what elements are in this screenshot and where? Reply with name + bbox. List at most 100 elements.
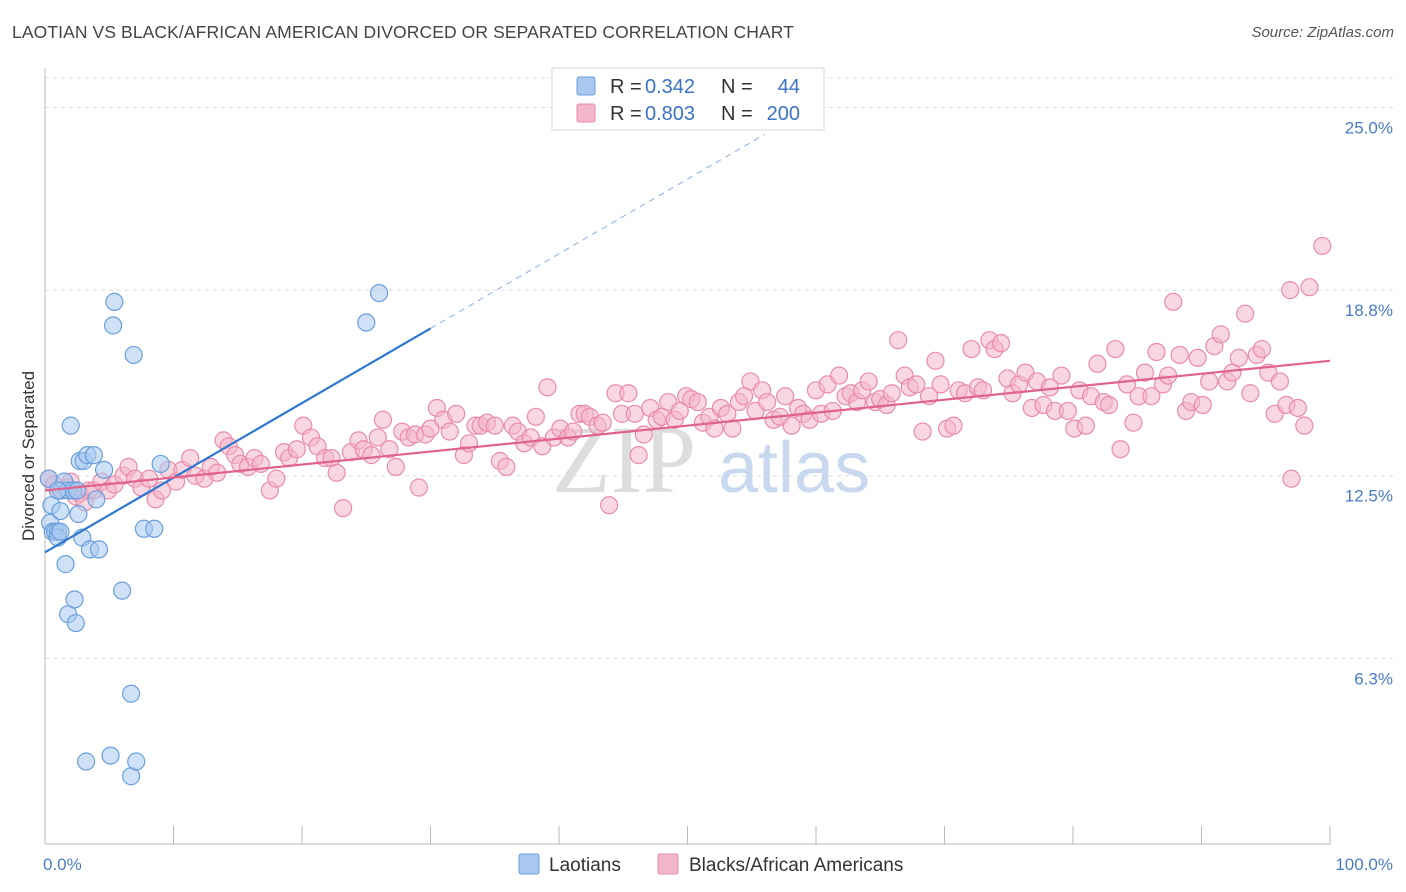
black-african-american-point: [1313, 236, 1332, 256]
black-african-american-point: [1193, 395, 1212, 415]
laotian-point: [370, 283, 389, 303]
laotian-point: [95, 460, 114, 479]
laotian-point: [357, 313, 376, 332]
legend-swatch-blacks: [576, 103, 596, 123]
chart-source: Source: ZipAtlas.com: [1251, 24, 1394, 41]
legend-r-value-1: 0.803: [645, 103, 695, 125]
laotian-point: [101, 746, 120, 765]
black-african-american-point: [421, 419, 440, 438]
laotian-point: [66, 613, 85, 633]
legend-r-value-0: 0.342: [645, 76, 695, 98]
black-african-american-point: [830, 366, 849, 385]
black-african-american-point: [485, 416, 504, 435]
black-african-american-point: [1270, 372, 1289, 391]
legend-n-value-0: 44: [778, 76, 800, 98]
laotian-point: [77, 752, 96, 771]
black-african-american-point: [267, 469, 286, 488]
legend-n-label-1: N =: [721, 103, 753, 125]
black-african-american-point: [593, 413, 612, 432]
laotian-trend-line: [44, 327, 432, 554]
black-african-american-point: [1088, 354, 1107, 373]
black-african-american-point: [1236, 304, 1255, 323]
black-african-american-point: [776, 387, 795, 406]
y-axis-label: Divorced or Separated: [19, 371, 38, 541]
black-african-american-point: [889, 331, 908, 350]
chart-title: LAOTIAN VS BLACK/AFRICAN AMERICAN DIVORC…: [12, 22, 794, 42]
laotian-trend-extension: [430, 133, 765, 329]
legend-n-label-0: N =: [721, 76, 753, 98]
laotian-point: [89, 540, 109, 559]
legend-r-label-0: R =: [610, 76, 642, 98]
laotian-point: [61, 416, 80, 435]
black-african-american-point: [619, 384, 638, 403]
laotian-point: [69, 504, 88, 524]
black-african-american-point: [600, 496, 619, 515]
legend-swatch-laotians: [576, 76, 596, 96]
black-african-american-point: [409, 478, 429, 497]
black-african-american-point: [1124, 413, 1143, 432]
black-african-american-point: [1147, 342, 1166, 362]
black-african-american-point: [758, 392, 777, 412]
black-african-american-point: [327, 463, 346, 482]
legend-n-value-1: 200: [767, 103, 800, 125]
laotian-point: [127, 752, 146, 771]
black-african-american-point: [1170, 345, 1189, 365]
black-african-american-point: [882, 384, 901, 403]
black-african-american-trend-line: [44, 359, 1331, 492]
black-african-american-point: [1282, 469, 1301, 488]
black-african-american-point: [447, 404, 466, 423]
black-african-american-point: [440, 422, 459, 441]
black-african-american-point: [386, 457, 405, 476]
y-tick-label: 25.0%: [1345, 118, 1393, 137]
laotian-point: [56, 555, 75, 574]
black-african-american-point: [1229, 348, 1248, 367]
black-african-american-point: [782, 416, 801, 435]
black-african-american-point: [1142, 387, 1161, 406]
trend-lines: [44, 133, 1331, 554]
black-african-american-point: [380, 440, 399, 459]
black-african-american-point: [926, 351, 945, 370]
y-tick-label: 18.8%: [1345, 301, 1393, 320]
laotian-point: [105, 292, 124, 312]
laotian-point: [124, 345, 143, 365]
black-african-american-point: [1241, 384, 1260, 403]
black-african-american-point: [1295, 416, 1314, 435]
black-african-american-point: [497, 457, 516, 476]
black-african-american-point: [1288, 398, 1307, 418]
laotian-point: [112, 581, 132, 600]
black-african-american-point: [1200, 372, 1219, 391]
black-african-american-point: [1076, 416, 1095, 435]
black-african-american-point: [287, 440, 306, 459]
laotian-point: [104, 316, 123, 335]
y-tick-label: 12.5%: [1345, 487, 1393, 506]
axes: 6.3% 12.5% 18.8% 25.0% 0.0% 100.0%: [43, 68, 1393, 874]
black-african-american-point: [625, 404, 644, 423]
laotian-point: [84, 446, 103, 465]
legend-item-laotians: Laotians: [549, 855, 621, 876]
legend-item-laotians-swatch: [518, 853, 540, 875]
laotian-point: [151, 454, 170, 474]
black-african-american-point: [181, 448, 200, 468]
black-african-american-point: [1164, 292, 1183, 312]
black-african-american-point: [1135, 363, 1155, 382]
black-african-american-point: [1300, 278, 1319, 297]
black-african-american-point: [526, 407, 545, 426]
stats-legend: R = 0.342 N = 44 R = 0.803 N = 200: [551, 67, 825, 131]
black-african-american-point: [859, 372, 878, 391]
black-african-american-point: [907, 375, 926, 394]
x-tick-label: 100.0%: [1335, 855, 1393, 874]
black-african-american-point: [1099, 395, 1119, 415]
black-african-american-point: [368, 428, 387, 447]
laotian-point: [51, 501, 70, 521]
black-african-american-point: [334, 499, 353, 518]
grid-lines: [45, 77, 1395, 659]
black-african-american-point: [538, 378, 557, 397]
black-african-american-point: [991, 334, 1011, 353]
black-african-american-point: [944, 416, 963, 435]
black-african-american-point: [688, 392, 707, 412]
legend-item-blacks-swatch: [657, 853, 679, 875]
y-tick-label: 6.3%: [1354, 669, 1393, 688]
laotian-point: [121, 684, 141, 703]
black-african-american-point: [1111, 440, 1130, 459]
